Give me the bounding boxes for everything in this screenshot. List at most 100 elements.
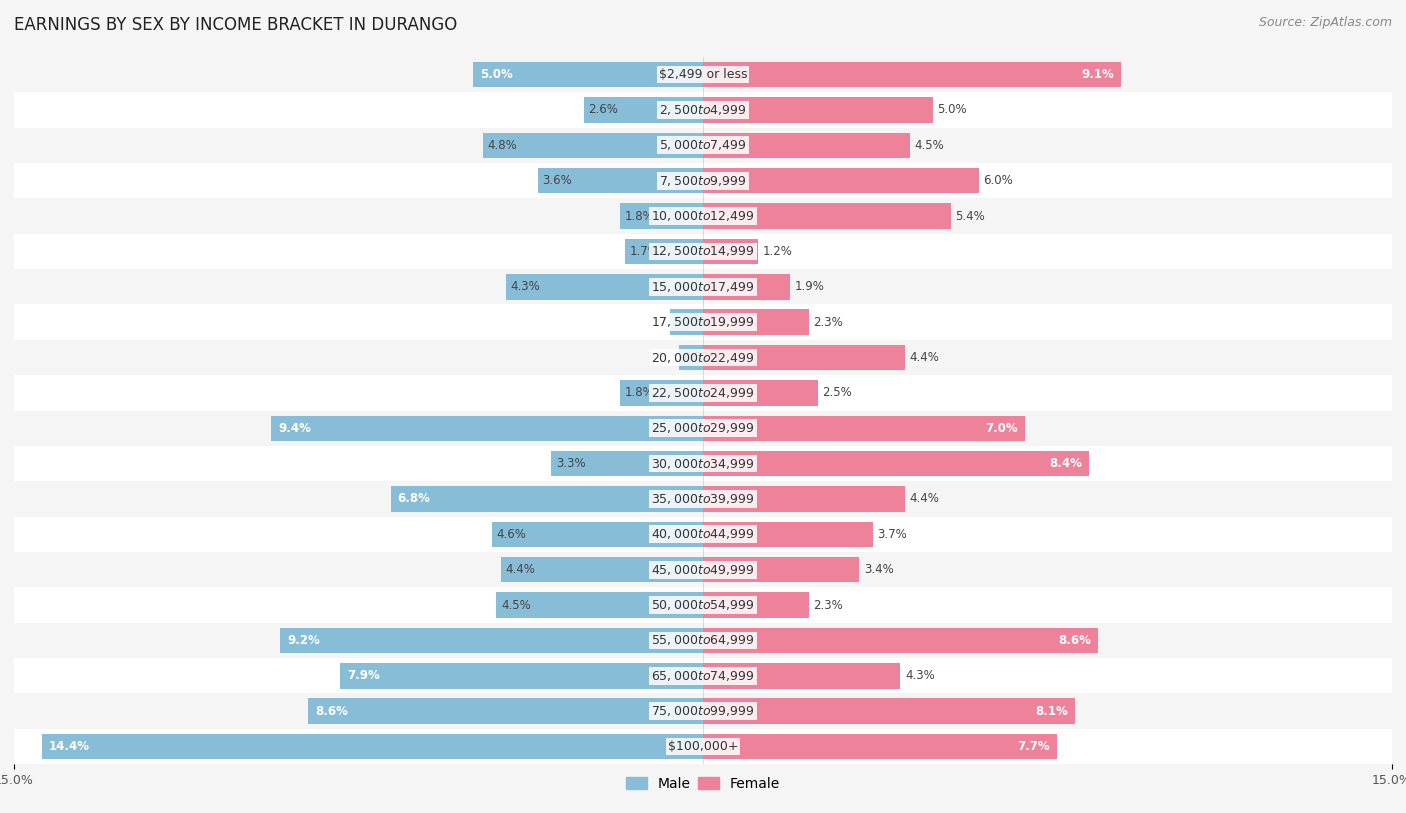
Legend: Male, Female: Male, Female [620,771,786,796]
Text: $5,000 to $7,499: $5,000 to $7,499 [659,138,747,152]
Bar [703,415,1025,441]
Text: 1.8%: 1.8% [624,210,655,223]
Text: 5.4%: 5.4% [956,210,986,223]
Bar [14,57,1392,92]
Bar [492,522,703,547]
Bar [703,557,859,582]
Bar [308,698,703,724]
Bar [669,310,703,335]
Text: 6.0%: 6.0% [983,174,1012,187]
Text: $55,000 to $64,999: $55,000 to $64,999 [651,633,755,647]
Text: 1.9%: 1.9% [794,280,825,293]
Text: $25,000 to $29,999: $25,000 to $29,999 [651,421,755,435]
Text: 3.3%: 3.3% [555,457,586,470]
Bar [42,734,703,759]
Bar [537,168,703,193]
Text: 9.4%: 9.4% [278,422,311,435]
Bar [703,98,932,123]
Bar [679,345,703,370]
Text: $30,000 to $34,999: $30,000 to $34,999 [651,457,755,471]
Bar [14,693,1392,729]
Bar [620,380,703,406]
Text: 3.6%: 3.6% [543,174,572,187]
Text: 4.3%: 4.3% [905,669,935,682]
Text: 9.1%: 9.1% [1081,68,1114,81]
Text: $35,000 to $39,999: $35,000 to $39,999 [651,492,755,506]
Text: 1.7%: 1.7% [630,245,659,258]
Bar [14,163,1392,198]
Text: 7.9%: 7.9% [347,669,380,682]
Bar [624,239,703,264]
Text: EARNINGS BY SEX BY INCOME BRACKET IN DURANGO: EARNINGS BY SEX BY INCOME BRACKET IN DUR… [14,16,457,34]
Bar [496,593,703,618]
Bar [474,62,703,87]
Text: 2.3%: 2.3% [813,315,844,328]
Text: 6.8%: 6.8% [398,493,430,506]
Text: 9.2%: 9.2% [287,634,321,647]
Text: $12,500 to $14,999: $12,500 to $14,999 [651,245,755,259]
Bar [280,628,703,653]
Text: 14.4%: 14.4% [48,740,90,753]
Text: 4.3%: 4.3% [510,280,540,293]
Bar [14,517,1392,552]
Text: 1.8%: 1.8% [624,386,655,399]
Bar [703,239,758,264]
Text: 2.3%: 2.3% [813,598,844,611]
Text: 2.6%: 2.6% [588,103,619,116]
Text: 4.4%: 4.4% [506,563,536,576]
Text: 8.6%: 8.6% [1059,634,1091,647]
Bar [14,446,1392,481]
Text: 3.4%: 3.4% [863,563,893,576]
Bar [506,274,703,299]
Text: $20,000 to $22,499: $20,000 to $22,499 [651,350,755,364]
Bar [271,415,703,441]
Bar [620,203,703,228]
Bar [703,203,950,228]
Bar [14,128,1392,163]
Bar [14,552,1392,587]
Text: 5.0%: 5.0% [938,103,967,116]
Bar [703,628,1098,653]
Bar [703,345,905,370]
Text: 0.52%: 0.52% [683,351,721,364]
Bar [703,380,818,406]
Bar [482,133,703,158]
Bar [14,481,1392,517]
Bar [703,486,905,511]
Bar [14,729,1392,764]
Bar [14,233,1392,269]
Text: $7,500 to $9,999: $7,500 to $9,999 [659,174,747,188]
Bar [14,340,1392,375]
Bar [14,92,1392,128]
Bar [391,486,703,511]
Text: $65,000 to $74,999: $65,000 to $74,999 [651,669,755,683]
Text: $50,000 to $54,999: $50,000 to $54,999 [651,598,755,612]
Bar [14,587,1392,623]
Bar [703,698,1076,724]
Bar [14,411,1392,446]
Bar [703,734,1057,759]
Bar [703,593,808,618]
Bar [583,98,703,123]
Text: $10,000 to $12,499: $10,000 to $12,499 [651,209,755,223]
Text: $15,000 to $17,499: $15,000 to $17,499 [651,280,755,293]
Bar [703,310,808,335]
Bar [14,269,1392,304]
Bar [340,663,703,689]
Text: Source: ZipAtlas.com: Source: ZipAtlas.com [1258,16,1392,29]
Text: 8.4%: 8.4% [1049,457,1083,470]
Bar [551,451,703,476]
Text: 4.4%: 4.4% [910,351,939,364]
Text: 3.7%: 3.7% [877,528,907,541]
Text: 5.0%: 5.0% [481,68,513,81]
Text: $17,500 to $19,999: $17,500 to $19,999 [651,315,755,329]
Bar [14,198,1392,234]
Bar [703,168,979,193]
Text: $40,000 to $44,999: $40,000 to $44,999 [651,528,755,541]
Text: $2,500 to $4,999: $2,500 to $4,999 [659,103,747,117]
Bar [14,623,1392,659]
Bar [703,62,1121,87]
Text: $2,499 or less: $2,499 or less [659,68,747,81]
Bar [14,304,1392,340]
Text: 4.6%: 4.6% [496,528,526,541]
